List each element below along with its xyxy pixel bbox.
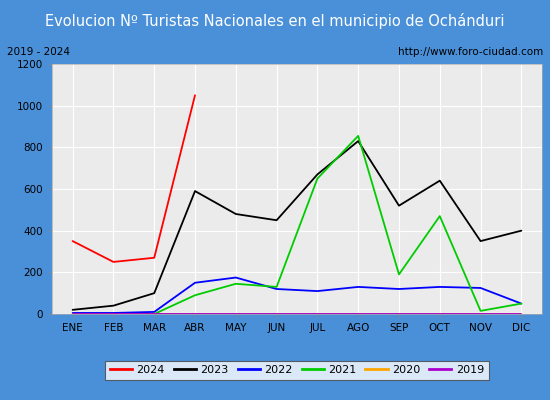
Text: Evolucion Nº Turistas Nacionales en el municipio de Ochánduri: Evolucion Nº Turistas Nacionales en el m… [45, 13, 505, 29]
Text: http://www.foro-ciudad.com: http://www.foro-ciudad.com [398, 47, 543, 57]
Legend: 2024, 2023, 2022, 2021, 2020, 2019: 2024, 2023, 2022, 2021, 2020, 2019 [106, 361, 488, 380]
Text: 2019 - 2024: 2019 - 2024 [7, 47, 70, 57]
